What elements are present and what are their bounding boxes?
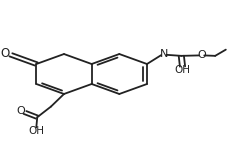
Text: OH: OH [28,126,44,136]
Text: O: O [16,106,25,116]
Text: O: O [198,50,206,60]
Text: O: O [0,47,10,60]
Text: OH: OH [174,65,191,75]
Text: N: N [160,49,168,59]
